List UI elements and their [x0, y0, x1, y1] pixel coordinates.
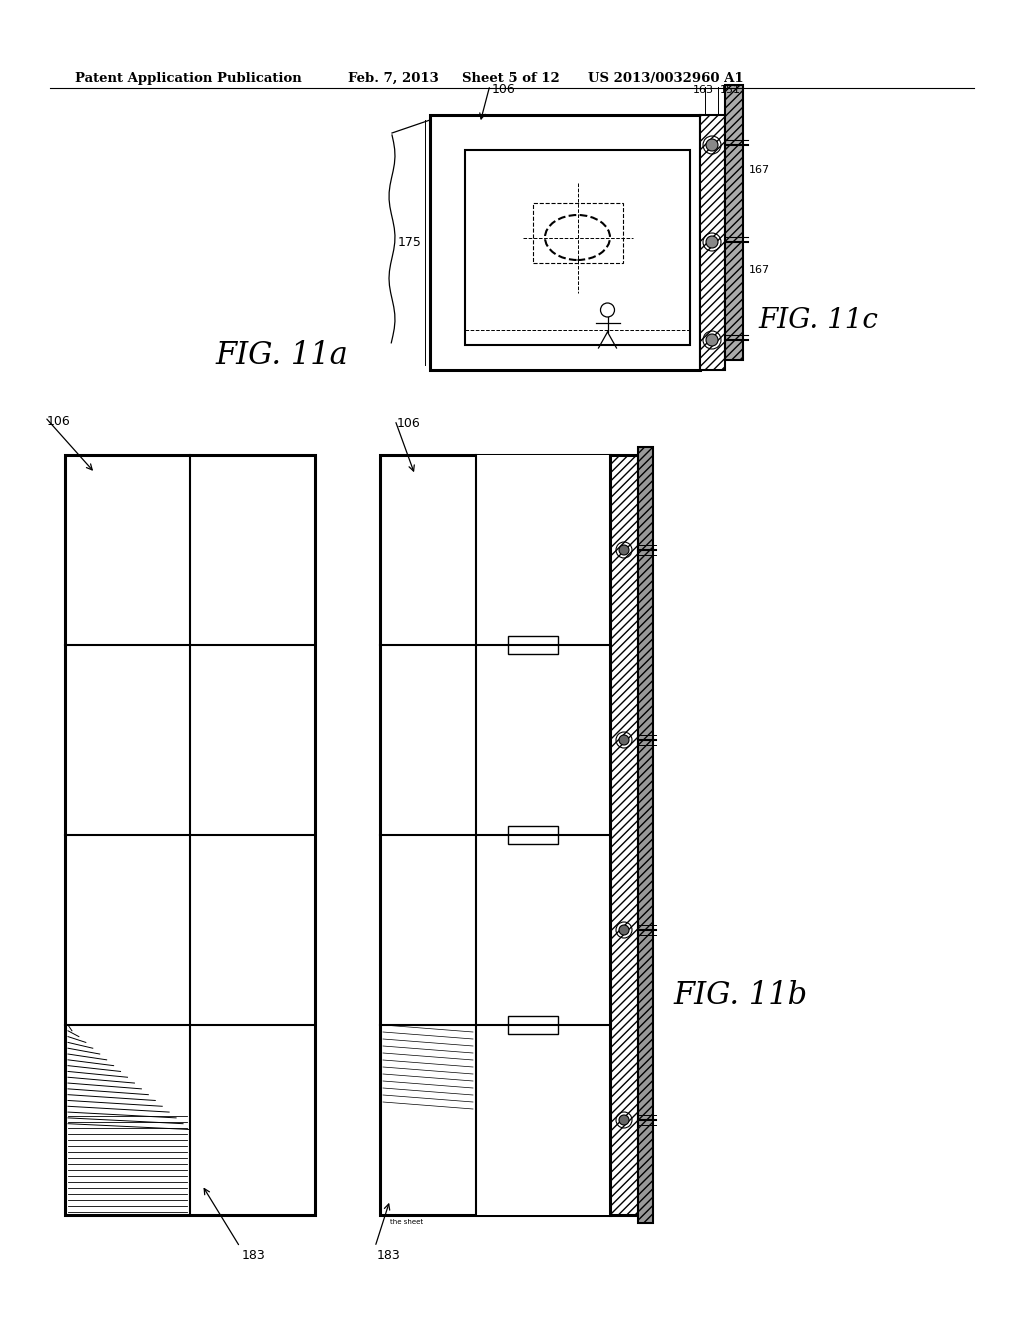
Circle shape [706, 236, 718, 248]
Text: 106: 106 [492, 83, 516, 96]
Text: 163: 163 [692, 84, 714, 95]
Text: Sheet 5 of 12: Sheet 5 of 12 [462, 73, 560, 84]
Text: 167: 167 [749, 265, 770, 275]
Bar [508, 1016, 558, 1034]
Bar [532, 202, 623, 263]
Text: FIG. 11c: FIG. 11c [758, 306, 878, 334]
Bar [725, 84, 743, 360]
Text: 167: 167 [749, 165, 770, 176]
Text: 183: 183 [242, 1249, 266, 1262]
Circle shape [618, 735, 629, 744]
Text: Patent Application Publication: Patent Application Publication [75, 73, 302, 84]
Text: Feb. 7, 2013: Feb. 7, 2013 [348, 73, 438, 84]
Text: FIG. 11b: FIG. 11b [673, 979, 807, 1011]
Circle shape [706, 139, 718, 150]
Circle shape [618, 1115, 629, 1125]
Text: 106: 106 [397, 417, 421, 430]
Text: 106: 106 [47, 414, 71, 428]
Circle shape [706, 334, 718, 346]
Text: FIG. 11a: FIG. 11a [215, 339, 348, 371]
Bar [476, 1026, 610, 1214]
Bar [725, 84, 743, 360]
Bar [638, 447, 653, 1224]
Text: 183: 183 [377, 1249, 400, 1262]
Bar [380, 455, 610, 1214]
Bar [508, 636, 558, 653]
Bar [65, 455, 315, 1214]
Bar [476, 836, 610, 1026]
Text: the sheet: the sheet [390, 1218, 423, 1225]
Text: US 2013/0032960 A1: US 2013/0032960 A1 [588, 73, 743, 84]
Bar [700, 115, 725, 370]
Text: 175: 175 [398, 235, 422, 248]
Text: 151: 151 [720, 84, 741, 95]
Bar [430, 115, 700, 370]
Bar [476, 455, 610, 645]
Bar [508, 826, 558, 843]
Bar [610, 455, 638, 1214]
Bar [465, 150, 690, 345]
Circle shape [618, 925, 629, 935]
Bar [638, 447, 653, 1224]
Bar [476, 645, 610, 836]
Circle shape [618, 545, 629, 554]
